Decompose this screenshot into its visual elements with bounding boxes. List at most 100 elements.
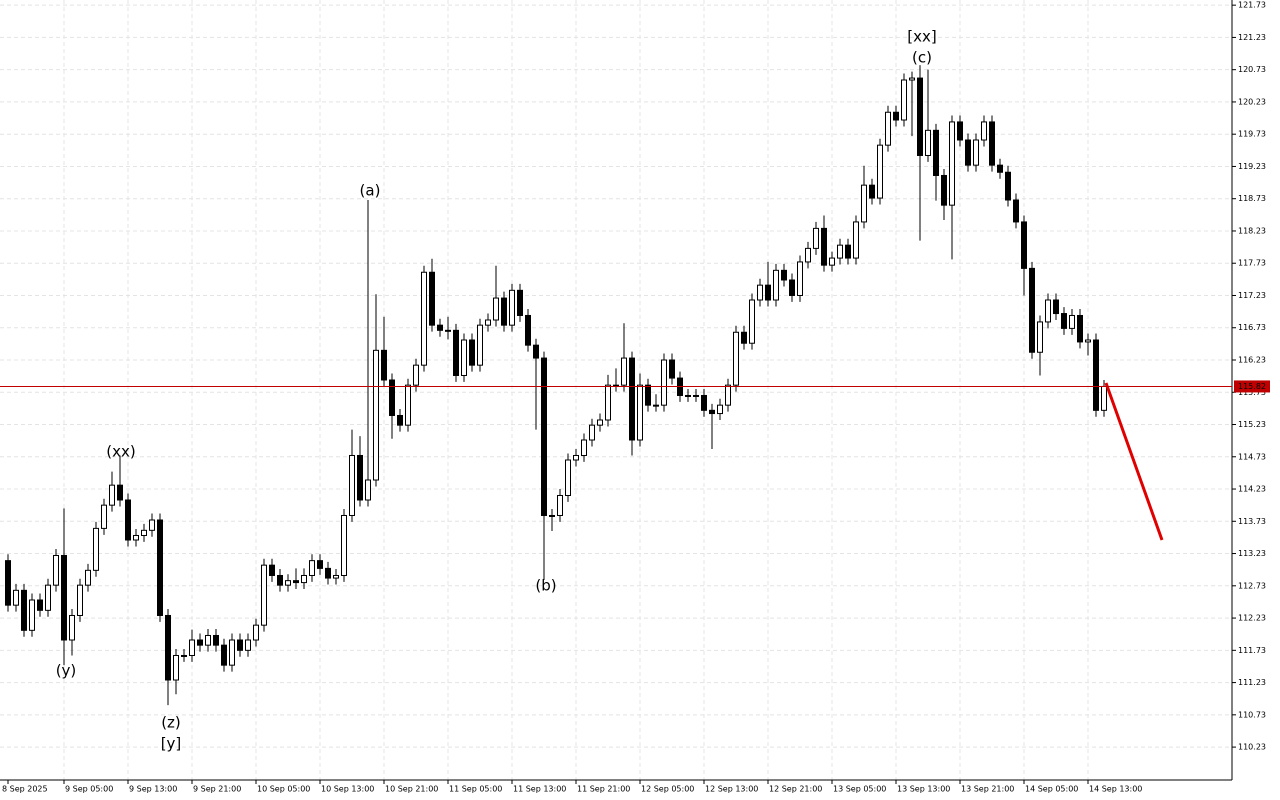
y-tick-label: 113.73 bbox=[1238, 517, 1266, 526]
candle-body bbox=[261, 564, 267, 626]
wave-label: [xx] bbox=[907, 28, 936, 46]
candle-body bbox=[797, 261, 803, 296]
y-tick-label: 120.73 bbox=[1238, 65, 1266, 74]
candle-body bbox=[21, 589, 27, 631]
candle-body bbox=[45, 584, 51, 611]
wave-label: (y) bbox=[56, 662, 77, 680]
candle-body bbox=[533, 344, 539, 359]
candle-body bbox=[453, 329, 459, 376]
candle-body bbox=[493, 297, 499, 321]
candle-body bbox=[981, 121, 987, 141]
candle-body bbox=[821, 227, 827, 266]
candle-body bbox=[277, 574, 283, 586]
candle-body bbox=[197, 639, 203, 646]
candle-body bbox=[701, 394, 707, 411]
candle-body bbox=[173, 654, 179, 681]
candle-body bbox=[93, 527, 99, 571]
candle-body bbox=[557, 494, 563, 516]
y-tick-label: 113.23 bbox=[1238, 549, 1266, 558]
current-price-label: 115.82 bbox=[1238, 382, 1266, 391]
candle-body bbox=[293, 580, 299, 584]
x-tick-label: 10 Sep 13:00 bbox=[321, 785, 374, 794]
x-tick-label: 9 Sep 21:00 bbox=[193, 785, 241, 794]
forecast-line bbox=[1104, 382, 1164, 541]
candle-body bbox=[541, 357, 547, 516]
y-tick-label: 112.73 bbox=[1238, 581, 1266, 590]
candle-body bbox=[989, 121, 995, 166]
candle-body bbox=[709, 409, 715, 415]
x-tick-label: 10 Sep 05:00 bbox=[257, 785, 310, 794]
candle-body bbox=[597, 419, 603, 426]
y-tick-label: 117.73 bbox=[1238, 259, 1266, 268]
candle-body bbox=[877, 144, 883, 199]
y-tick-label: 110.73 bbox=[1238, 710, 1266, 719]
candle-body bbox=[789, 279, 795, 296]
candle-body bbox=[581, 439, 587, 456]
candle-body bbox=[373, 349, 379, 481]
candle-body bbox=[437, 324, 443, 331]
candle-body bbox=[653, 404, 659, 407]
candle-body bbox=[405, 384, 411, 426]
x-tick-label: 9 Sep 13:00 bbox=[129, 785, 177, 794]
candle-body bbox=[1101, 385, 1107, 411]
candle-body bbox=[1029, 267, 1035, 353]
wave-label: (xx) bbox=[106, 443, 135, 461]
candle-body bbox=[237, 639, 243, 651]
candle-body bbox=[165, 614, 171, 681]
candle-body bbox=[61, 554, 67, 641]
candle-body bbox=[189, 639, 195, 656]
candle-body bbox=[69, 614, 75, 641]
wave-label: (a) bbox=[360, 182, 381, 200]
candle-body bbox=[53, 554, 59, 586]
x-tick-label: 10 Sep 21:00 bbox=[385, 785, 438, 794]
y-tick-label: 120.23 bbox=[1238, 97, 1266, 106]
candle-body bbox=[381, 349, 387, 381]
y-tick-label: 119.73 bbox=[1238, 130, 1266, 139]
candle-body bbox=[1085, 339, 1091, 343]
candle-body bbox=[221, 644, 227, 666]
candle-body bbox=[1069, 314, 1075, 329]
candle-body bbox=[861, 184, 867, 223]
y-tick-label: 117.23 bbox=[1238, 291, 1266, 300]
candle-body bbox=[365, 479, 371, 501]
y-tick-label: 116.73 bbox=[1238, 323, 1266, 332]
candle-body bbox=[909, 77, 915, 81]
x-tick-label: 8 Sep 2025 bbox=[2, 785, 48, 794]
candle-body bbox=[893, 111, 899, 121]
candle-body bbox=[429, 271, 435, 326]
candle-body bbox=[973, 139, 979, 166]
candle-body bbox=[661, 359, 667, 406]
candle-body bbox=[573, 454, 579, 461]
candle-body bbox=[1005, 171, 1011, 201]
candle-body bbox=[253, 624, 259, 641]
candle-body bbox=[525, 314, 531, 346]
candle-body bbox=[901, 79, 907, 121]
candle-body bbox=[637, 384, 643, 441]
x-tick-label: 12 Sep 21:00 bbox=[769, 785, 822, 794]
candle-body bbox=[389, 379, 395, 416]
candle-body bbox=[245, 639, 251, 651]
candle-body bbox=[589, 424, 595, 441]
candle-body bbox=[997, 164, 1003, 173]
x-tick-label: 13 Sep 21:00 bbox=[961, 785, 1014, 794]
candle-body bbox=[205, 634, 211, 646]
x-tick-label: 14 Sep 05:00 bbox=[1025, 785, 1078, 794]
candle-body bbox=[445, 329, 451, 332]
candle-body bbox=[149, 519, 155, 531]
candle-body bbox=[741, 331, 747, 344]
y-tick-label: 114.73 bbox=[1238, 452, 1266, 461]
wave-label: (z) bbox=[161, 714, 181, 732]
candle-body bbox=[1013, 199, 1019, 223]
candle-body bbox=[309, 560, 315, 576]
candle-body bbox=[421, 271, 427, 366]
candle-body bbox=[85, 569, 91, 586]
candle-body bbox=[357, 454, 363, 501]
x-tick-label: 9 Sep 05:00 bbox=[65, 785, 113, 794]
y-tick-label: 116.23 bbox=[1238, 356, 1266, 365]
candle-body bbox=[1061, 313, 1067, 329]
candle-body bbox=[341, 514, 347, 576]
candle-body bbox=[461, 339, 467, 376]
candle-body bbox=[669, 359, 675, 379]
candle-body bbox=[957, 121, 963, 141]
wave-label: (c) bbox=[912, 49, 932, 67]
